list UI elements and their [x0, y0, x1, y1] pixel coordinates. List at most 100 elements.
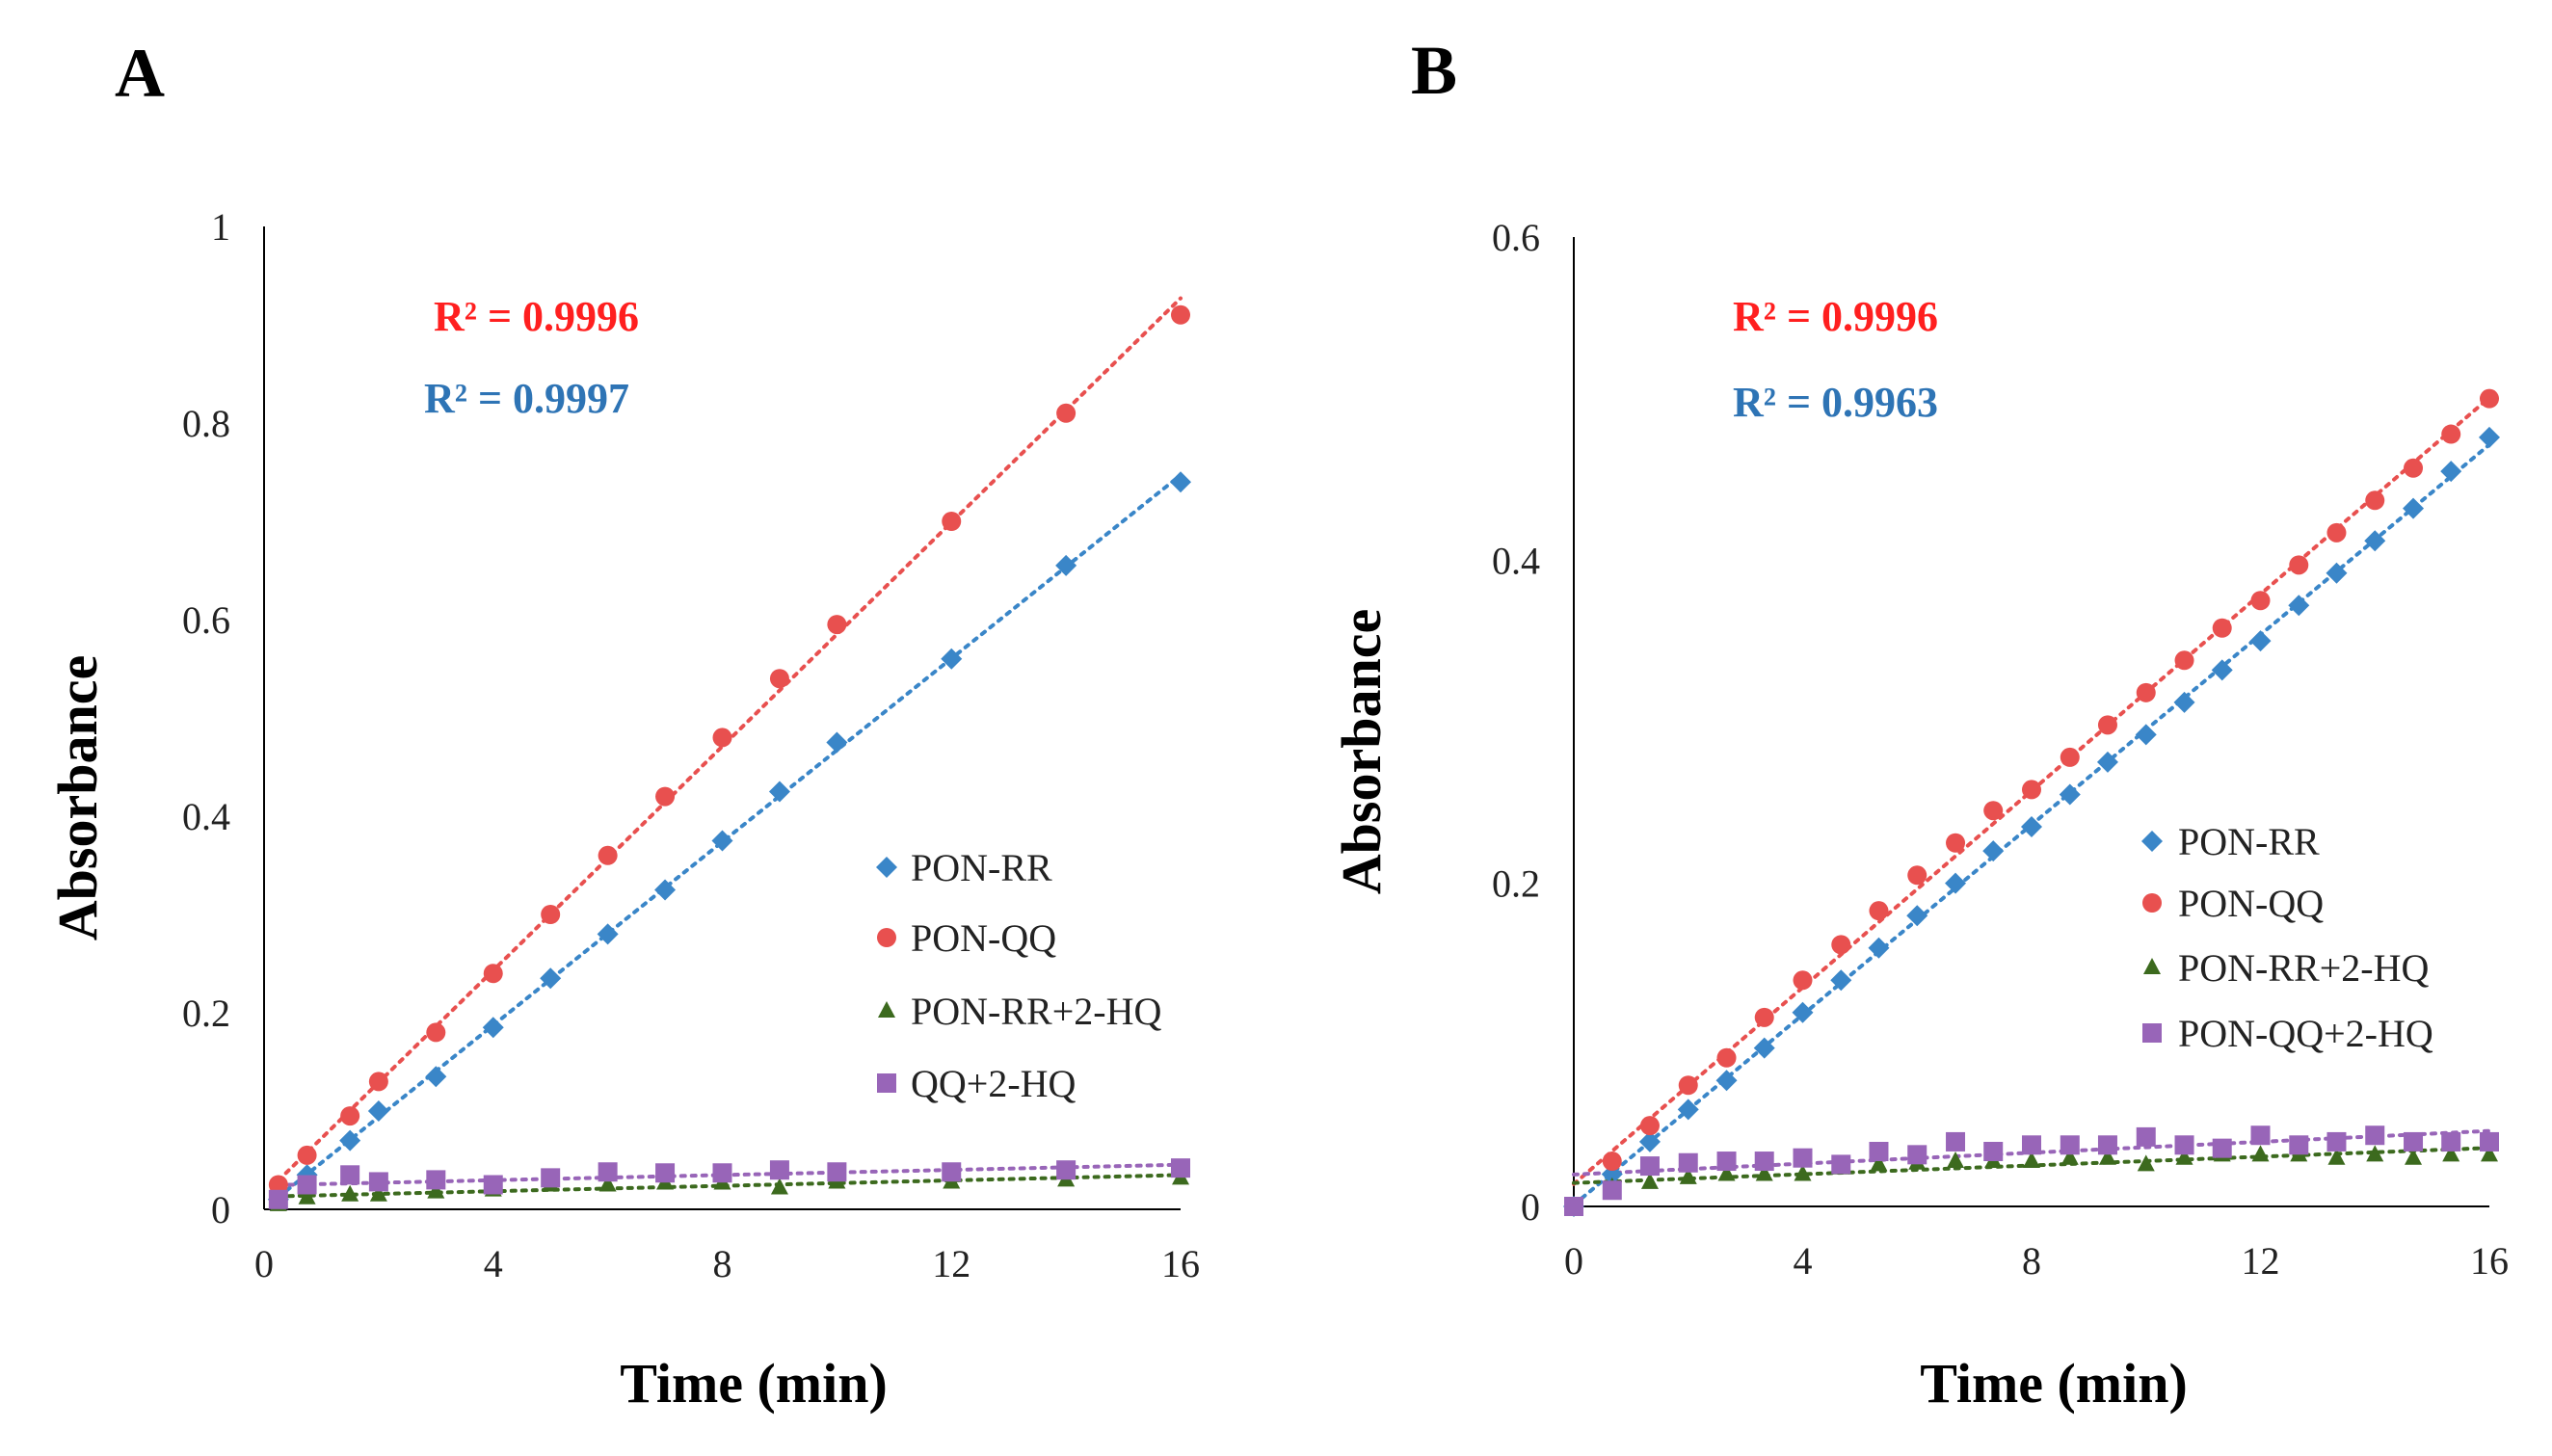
data-point: [2212, 618, 2232, 638]
data-point: [1907, 1145, 1927, 1165]
y-tick-label: 0.2: [1492, 862, 1540, 906]
data-point: [2060, 1148, 2079, 1165]
panel-a: A 0 0.2 0.4 0.6 0.8 1 0 4 8 12 16 Absorbance Time (mi…: [46, 35, 1200, 1415]
data-point: [297, 1145, 317, 1165]
data-point: [655, 1163, 676, 1183]
panel-label: A: [115, 35, 165, 112]
y-tick-label: 0.4: [1492, 539, 1540, 582]
y-tick-label: 0.2: [182, 992, 230, 1035]
data-point: [1907, 865, 1927, 886]
data-point: [426, 1170, 446, 1190]
legend-marker: [877, 928, 896, 947]
data-point: [341, 1184, 359, 1202]
y-tick-label: 0.6: [1492, 216, 1540, 259]
data-point: [2326, 562, 2348, 584]
series-pon-qq: [268, 304, 1190, 1195]
r-squared-label: R² = 0.9996: [434, 293, 639, 340]
data-point: [598, 1175, 617, 1192]
data-point: [2097, 715, 2117, 735]
y-tick-label: 0.4: [182, 795, 230, 838]
data-point: [2403, 497, 2425, 519]
data-point: [1793, 970, 1813, 991]
data-point: [1171, 1158, 1190, 1178]
data-point: [941, 648, 963, 670]
data-point: [1946, 833, 1966, 853]
panel-label: B: [1411, 32, 1457, 109]
data-point: [1755, 1164, 1773, 1181]
data-point: [1906, 905, 1928, 927]
data-point: [2023, 1152, 2040, 1169]
data-point: [268, 1189, 288, 1209]
panel-b: B 0 0.2 0.4 0.6 0 4 8 12 16 Absorbance Time (min) R²…: [1330, 32, 2509, 1415]
legend-marker: [878, 1001, 895, 1018]
data-point: [1947, 1152, 1965, 1169]
data-point: [1639, 1156, 1660, 1177]
x-tick-label: 12: [932, 1242, 970, 1285]
data-point: [1171, 304, 1190, 325]
data-point: [1831, 935, 1851, 955]
data-point: [2173, 691, 2195, 713]
x-tick-label: 0: [254, 1242, 274, 1285]
data-point: [2479, 426, 2500, 448]
data-point: [2021, 815, 2042, 837]
legend: PON-RR PON-QQ PON-RR+2-HQ QQ+2-HQ: [876, 846, 1161, 1105]
data-point: [2060, 1135, 2080, 1155]
data-point: [2441, 424, 2461, 444]
data-point: [2289, 555, 2309, 575]
data-point: [2136, 1126, 2156, 1147]
data-point: [2442, 1145, 2460, 1162]
legend-marker: [876, 857, 897, 878]
x-tick-label: 0: [1564, 1239, 1583, 1283]
data-point: [654, 879, 677, 901]
data-point: [1831, 1154, 1851, 1175]
data-point: [597, 923, 619, 945]
x-axis-title: Time (min): [1920, 1352, 2188, 1415]
data-point: [2249, 630, 2272, 652]
data-point: [268, 1175, 288, 1195]
data-point: [425, 1066, 447, 1088]
data-point: [340, 1106, 360, 1126]
data-point: [339, 1129, 361, 1152]
data-point: [1754, 1152, 1774, 1172]
data-point: [2288, 595, 2310, 617]
data-point: [711, 830, 733, 852]
x-axis-title: Time (min): [620, 1352, 888, 1415]
data-point: [1170, 471, 1191, 493]
data-point: [368, 1072, 388, 1092]
y-tick-label: 0.8: [182, 402, 230, 445]
y-tick-label: 0: [211, 1188, 230, 1231]
data-point: [2250, 1125, 2271, 1146]
x-tick-label: 8: [2022, 1239, 2041, 1283]
x-tick-label: 16: [1161, 1242, 1200, 1285]
data-point: [2441, 1131, 2461, 1152]
x-tick-label: 16: [2470, 1239, 2509, 1283]
data-point: [541, 905, 561, 924]
data-point: [2480, 1131, 2499, 1152]
data-point: [2212, 1138, 2232, 1158]
legend-label: PON-RR: [911, 846, 1052, 889]
legend-marker: [2143, 958, 2161, 974]
data-point: [2327, 1148, 2346, 1165]
data-point: [540, 967, 562, 990]
data-point: [2365, 1125, 2385, 1146]
legend-label: PON-QQ+2-HQ: [2178, 1012, 2433, 1055]
data-point: [2136, 682, 2156, 702]
data-point: [2097, 1135, 2117, 1155]
data-point: [298, 1187, 316, 1205]
data-point: [2175, 1148, 2193, 1165]
data-point: [2440, 461, 2462, 483]
series-pon-rr: [267, 471, 1191, 1210]
data-point: [712, 1163, 732, 1183]
series-pon-qq: [1564, 388, 2499, 1216]
data-point: [1602, 1180, 1622, 1201]
y-tick-label: 0.6: [182, 598, 230, 642]
x-tick-label: 8: [713, 1242, 732, 1285]
data-point: [770, 1178, 788, 1195]
data-point: [2366, 1145, 2384, 1162]
data-point: [1679, 1167, 1697, 1184]
data-point: [2137, 1154, 2155, 1172]
y-tick-label: 1: [211, 205, 230, 249]
data-point: [2096, 751, 2118, 773]
data-point: [2174, 1135, 2194, 1155]
